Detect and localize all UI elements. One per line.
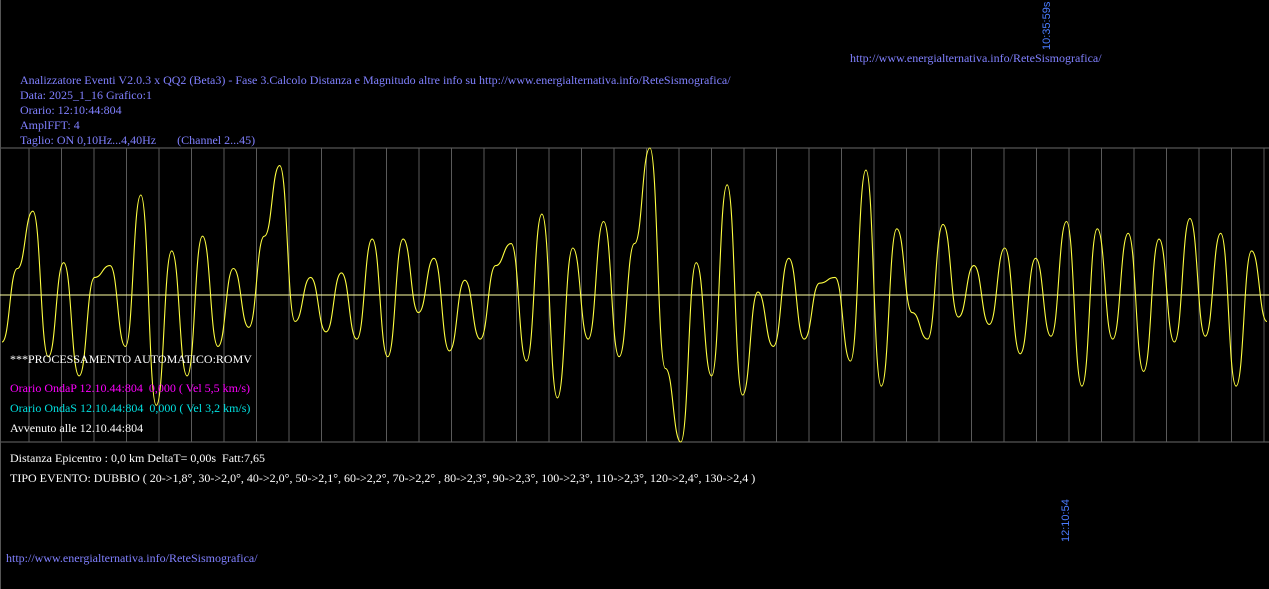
onda-p-label: Orario OndaP 12.10.44:804 0,000 ( Vel 5,…	[10, 381, 250, 395]
avvenuto-label: Avvenuto alle 12.10.44:804	[10, 421, 144, 435]
info-title: Analizzatore Eventi V2.0.3 x QQ2 (Beta3)…	[20, 73, 731, 87]
info-ampl-fft: AmplFFT: 4	[20, 118, 80, 132]
url-top-link[interactable]: http://www.energialternativa.info/ReteSi…	[850, 51, 1102, 65]
time-marker-top: 10:35:59s	[1041, 1, 1053, 50]
processing-label: ***PROCESSAMENTO AUTOMATICO:ROMV	[10, 352, 252, 366]
onda-s-label: Orario OndaS 12.10.44:804 0,000 ( Vel 3,…	[10, 401, 251, 415]
event-type-label: TIPO EVENTO: DUBBIO ( 20->1,8°, 30->2,0°…	[10, 471, 756, 485]
url-bottom-link[interactable]: http://www.energialternativa.info/ReteSi…	[6, 551, 258, 565]
seismic-trace	[1, 147, 1268, 443]
info-time: Orario: 12:10:44:804	[20, 103, 122, 117]
distance-label: Distanza Epicentro : 0,0 km DeltaT= 0,00…	[10, 451, 266, 465]
info-filter: Taglio: ON 0,10Hz...4,40Hz (Channel 2...…	[20, 133, 256, 147]
info-date: Data: 2025_1_16 Grafico:1	[20, 88, 152, 102]
time-marker-bottom: 12:10:54	[1060, 499, 1072, 542]
